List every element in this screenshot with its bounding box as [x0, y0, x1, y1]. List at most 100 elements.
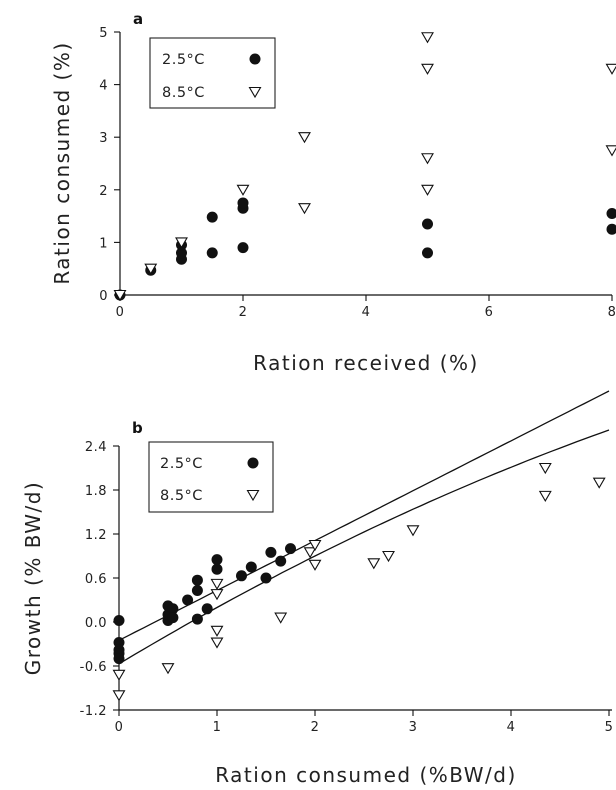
panel-b-point-series-2 [308, 539, 322, 552]
panel-b-points [112, 462, 606, 702]
panel-a-y-tick-label: 4 [99, 79, 108, 94]
panel-b-point-series-1 [191, 584, 203, 596]
panel-b-point-series-1 [245, 561, 257, 573]
panel-b-point-series-1 [211, 554, 223, 566]
panel-b-y-tick-label: 1.8 [85, 484, 107, 499]
panel-b-point-series-1 [191, 574, 203, 586]
panel-a-point-series-1 [206, 247, 218, 259]
panel-b-point-series-1 [113, 653, 125, 665]
panel-a-point-series-2 [421, 153, 434, 165]
panel-b-legend-marker-1 [247, 457, 259, 469]
panel-b-point-series-1 [211, 563, 223, 575]
panel-b-point-series-1 [275, 555, 287, 567]
panel-a-plot-area: 0 2 4 6 8 0 1 2 3 4 5 [99, 26, 616, 320]
panel-b-legend-label-2: 8.5°C [160, 488, 203, 504]
panel-b-point-series-1 [201, 603, 213, 615]
panel-a-point-series-1 [606, 207, 616, 219]
panel-a-y-tick-label: 3 [99, 131, 108, 146]
panel-b-y-tick-label: -0.6 [80, 660, 107, 675]
panel-a-x-tick-label: 2 [239, 305, 248, 320]
panel-b-point-series-2 [112, 669, 126, 681]
panel-a-point-series-1 [206, 211, 218, 223]
panel-b-legend-box [148, 441, 274, 513]
panel-a-legend-marker-2 [248, 86, 262, 99]
panel-a-legend-label-2: 8.5°C [162, 85, 205, 101]
panel-b-point-series-2 [210, 578, 224, 590]
panel-b-point-series-1 [265, 546, 277, 558]
panel-b-point-series-2 [210, 589, 224, 601]
panel-a-point-series-1 [237, 242, 249, 254]
panel-b-x-tick-label: 1 [213, 720, 222, 735]
panel-b-x-tick-label: 3 [409, 720, 418, 735]
panel-b-point-series-1 [113, 615, 125, 627]
panel-b-y-tick-label: 0.0 [85, 616, 107, 631]
panel-b-point-series-2 [538, 490, 552, 502]
panel-a-x-tick-label: 0 [116, 305, 125, 320]
panel-b-point-series-1 [167, 612, 179, 624]
panel-b-point-series-2 [210, 625, 224, 637]
panel-b-point-series-2 [538, 462, 552, 475]
panel-a-point-series-2 [605, 63, 616, 75]
panel-b-fit-curves [118, 390, 610, 665]
panel-b-legend-marker-2 [246, 489, 260, 502]
panel-a-point-series-2 [113, 289, 127, 302]
panel-b-point-series-1 [285, 543, 296, 555]
panel-a-y-tick-label: 5 [99, 26, 108, 41]
panel-b-fit-curve-1 [118, 390, 610, 641]
panel-a-point-series-2 [236, 184, 250, 196]
panel-a-legend-label-1: 2.5°C [162, 52, 205, 68]
panel-b-point-series-1 [191, 613, 203, 625]
panel-a-y-tick-label: 2 [99, 184, 108, 199]
panel-b-point-series-2 [382, 550, 395, 563]
panel-a-point-series-2 [175, 237, 188, 249]
panel-a-ticks: 0 2 4 6 8 0 1 2 3 4 5 [99, 26, 616, 320]
panel-a-y-tick-label: 1 [99, 236, 108, 251]
panel-b-legend-label-1: 2.5°C [160, 456, 203, 472]
panel-a-x-tick-label: 4 [362, 305, 371, 320]
panel-a: 0 2 4 6 8 0 1 2 3 4 5 a Ration consumed (%) Ration… [50, 10, 616, 375]
panel-b-plot-area: 0 1 2 3 4 5 -1.2 -0.6 0.0 0.6 1.2 1.8 2.4 [80, 390, 614, 735]
panel-a-x-tick-label: 6 [485, 305, 494, 320]
panel-b-point-series-1 [236, 570, 247, 582]
panel-a-point-series-2 [421, 184, 434, 196]
panel-b-label: b [132, 419, 143, 437]
panel-b-point-series-1 [167, 603, 179, 615]
panel-b-point-series-2 [112, 690, 126, 702]
panel-b-x-axis-label: Ration consumed (%BW/d) [215, 763, 517, 787]
panel-a-point-series-2 [605, 145, 616, 157]
panel-b-x-tick-label: 2 [311, 720, 320, 735]
panel-b: 0 1 2 3 4 5 -1.2 -0.6 0.0 0.6 1.2 1.8 2.4 b Growth (… [21, 390, 614, 787]
panel-a-x-axis-label: Ration received (%) [253, 351, 479, 375]
panel-a-point-series-2 [298, 203, 311, 215]
panel-b-point-series-2 [592, 477, 606, 489]
panel-b-y-tick-label: -1.2 [80, 704, 107, 719]
panel-a-point-series-1 [176, 247, 187, 259]
panel-b-legend: 2.5°C 8.5°C [148, 441, 274, 513]
panel-a-x-tick-label: 8 [608, 305, 616, 320]
panel-a-point-series-2 [144, 263, 158, 275]
panel-a-legend: 2.5°C 8.5°C [149, 37, 276, 109]
panel-a-point-series-2 [421, 63, 434, 75]
panel-b-ticks: 0 1 2 3 4 5 -1.2 -0.6 0.0 0.6 1.2 1.8 2.4 [80, 440, 614, 735]
panel-b-point-series-2 [303, 547, 317, 559]
panel-a-point-series-1 [606, 223, 616, 235]
panel-a-point-series-2 [421, 32, 434, 44]
panel-b-x-tick-label: 5 [605, 720, 614, 735]
panel-b-y-axis-label: Growth (% BW/d) [21, 481, 45, 675]
panel-b-point-series-2 [308, 559, 322, 571]
panel-b-y-tick-label: 0.6 [85, 572, 107, 587]
panel-b-point-series-2 [274, 612, 288, 624]
panel-b-y-tick-label: 2.4 [85, 440, 107, 455]
panel-b-point-series-1 [260, 572, 272, 584]
panel-b-point-series-2 [161, 663, 175, 675]
panel-a-point-series-2 [298, 132, 311, 144]
panel-a-y-axis-label: Ration consumed (%) [50, 41, 74, 284]
panel-b-point-series-2 [367, 558, 381, 570]
panel-b-point-series-2 [406, 525, 420, 537]
panel-a-point-series-1 [422, 247, 433, 259]
panel-b-point-series-1 [182, 594, 194, 606]
panel-a-point-series-1 [237, 197, 249, 209]
panel-a-legend-marker-1 [249, 53, 261, 65]
panel-b-x-tick-label: 4 [507, 720, 516, 735]
